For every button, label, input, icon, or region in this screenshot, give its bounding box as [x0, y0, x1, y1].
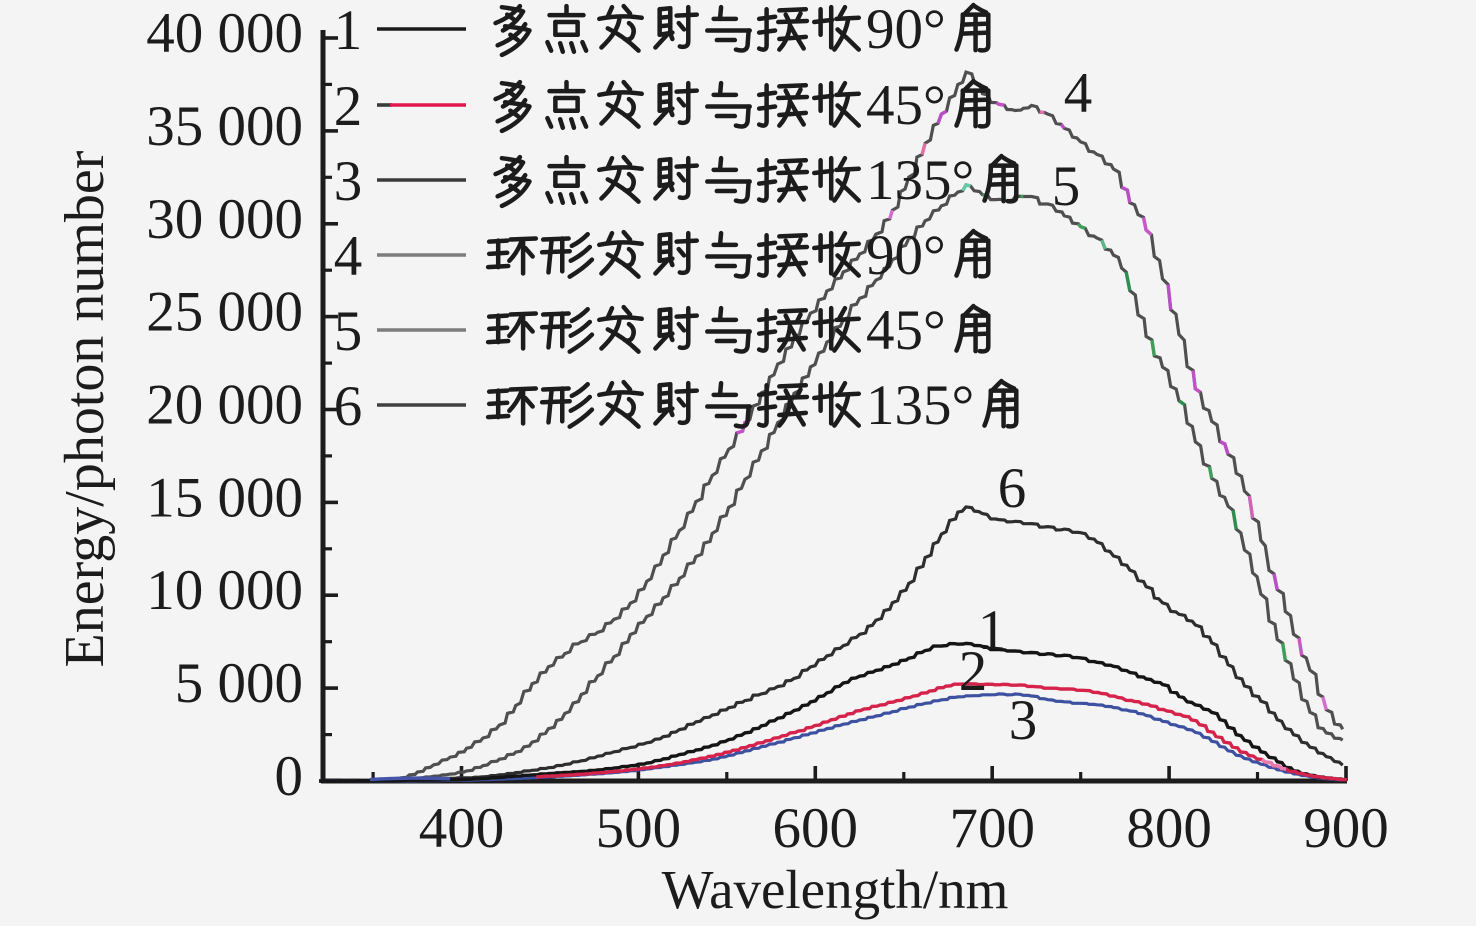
- svg-text:Energy/photon number: Energy/photon number: [54, 150, 116, 667]
- svg-text:25 000: 25 000: [146, 281, 303, 344]
- svg-text:2: 2: [959, 640, 988, 703]
- svg-text:Wavelength/nm: Wavelength/nm: [662, 859, 1009, 920]
- svg-text:600: 600: [773, 797, 859, 860]
- svg-text:2: 2: [334, 75, 363, 138]
- svg-text:1: 1: [334, 0, 363, 62]
- svg-text:45°: 45°: [866, 299, 946, 362]
- svg-text:900: 900: [1303, 797, 1389, 860]
- svg-text:40 000: 40 000: [146, 2, 303, 65]
- svg-text:135°: 135°: [866, 374, 974, 437]
- svg-text:5: 5: [1052, 155, 1081, 218]
- svg-text:3: 3: [334, 150, 363, 213]
- svg-text:35 000: 35 000: [146, 95, 303, 158]
- svg-text:20 000: 20 000: [146, 374, 303, 437]
- svg-text:10 000: 10 000: [146, 559, 303, 622]
- svg-text:3: 3: [1009, 689, 1038, 752]
- svg-text:800: 800: [1126, 797, 1212, 860]
- svg-text:30 000: 30 000: [146, 188, 303, 251]
- svg-text:500: 500: [596, 797, 682, 860]
- svg-text:135°: 135°: [866, 149, 974, 212]
- svg-text:5: 5: [334, 300, 363, 363]
- svg-text:700: 700: [949, 797, 1035, 860]
- svg-text:1: 1: [978, 599, 1007, 662]
- svg-text:15 000: 15 000: [146, 466, 303, 529]
- svg-text:90°: 90°: [866, 224, 946, 287]
- svg-text:400: 400: [419, 797, 505, 860]
- svg-text:4: 4: [1064, 62, 1093, 125]
- svg-text:90°: 90°: [866, 0, 946, 61]
- svg-text:0: 0: [275, 745, 304, 808]
- svg-text:4: 4: [334, 225, 363, 288]
- svg-text:5 000: 5 000: [175, 652, 303, 715]
- svg-text:6: 6: [998, 457, 1027, 520]
- svg-text:45°: 45°: [866, 74, 946, 137]
- svg-text:6: 6: [334, 375, 363, 438]
